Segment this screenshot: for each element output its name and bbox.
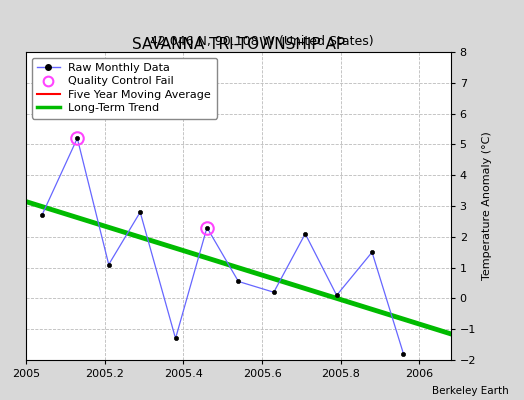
Title: SAVANNA TRI-TOWNSHIP AP: SAVANNA TRI-TOWNSHIP AP [132,37,345,52]
Legend: Raw Monthly Data, Quality Control Fail, Five Year Moving Average, Long-Term Tren: Raw Monthly Data, Quality Control Fail, … [32,58,217,119]
Text: Berkeley Earth: Berkeley Earth [432,386,508,396]
Y-axis label: Temperature Anomaly (°C): Temperature Anomaly (°C) [482,132,492,280]
Text: 42.046 N, 90.108 W (United States): 42.046 N, 90.108 W (United States) [150,36,374,48]
